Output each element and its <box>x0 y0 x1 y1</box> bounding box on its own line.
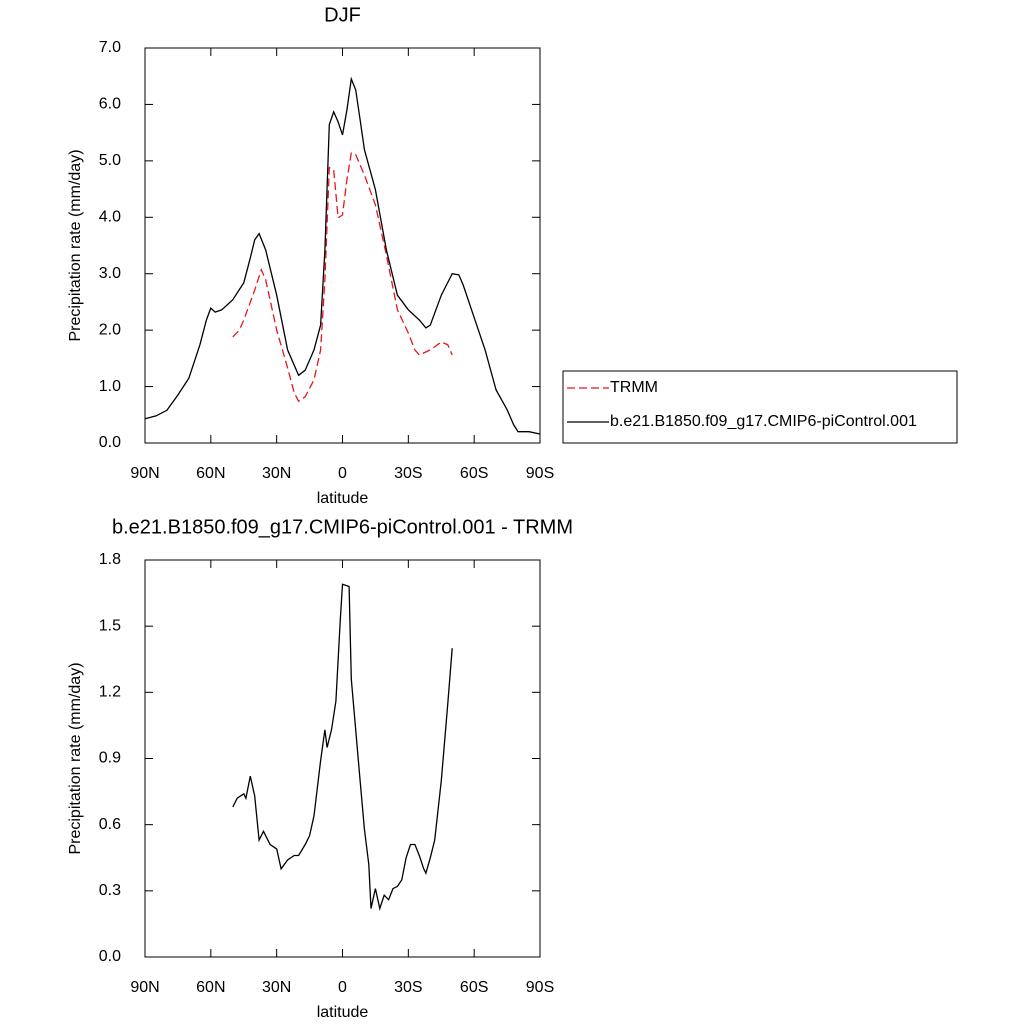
y-axis-label: Precipitation rate (mm/day) <box>67 149 84 341</box>
y-tick-label: 1.0 <box>99 378 121 395</box>
y-tick-label: 5.0 <box>99 152 121 169</box>
series-line <box>232 583 453 911</box>
y-tick-label: 1.2 <box>99 684 121 701</box>
x-tick-label: 30N <box>262 465 291 482</box>
y-tick-label: 6.0 <box>99 96 121 113</box>
x-axis-label: latitude <box>317 1004 369 1021</box>
plot-frame <box>144 47 541 444</box>
x-tick-label: 60N <box>196 979 225 996</box>
x-tick-label: 90N <box>130 465 159 482</box>
chart-title: DJF <box>324 4 361 26</box>
x-tick-label: 90S <box>526 465 554 482</box>
y-tick-label: 4.0 <box>99 209 121 226</box>
y-axis-label: Precipitation rate (mm/day) <box>67 662 84 854</box>
x-tick-label: 60S <box>460 465 488 482</box>
x-tick-label: 30S <box>394 465 422 482</box>
y-tick-label: 0.0 <box>99 434 121 451</box>
chart-title: b.e21.B1850.f09_g17.CMIP6-piControl.001 … <box>112 516 573 538</box>
series-line <box>232 152 453 403</box>
y-tick-label: 1.8 <box>99 551 121 568</box>
y-tick-label: 1.5 <box>99 617 121 634</box>
x-tick-label: 60S <box>460 979 488 996</box>
x-tick-label: 0 <box>338 465 347 482</box>
y-tick-label: 0.9 <box>99 750 121 767</box>
x-tick-label: 30N <box>262 979 291 996</box>
series-line <box>144 76 541 435</box>
y-tick-label: 3.0 <box>99 265 121 282</box>
y-tick-label: 7.0 <box>99 39 121 56</box>
legend-label: TRMM <box>610 379 658 396</box>
legend-box <box>562 370 958 444</box>
y-tick-label: 0.6 <box>99 816 121 833</box>
y-tick-label: 2.0 <box>99 321 121 338</box>
x-tick-label: 90S <box>526 979 554 996</box>
x-tick-label: 60N <box>196 465 225 482</box>
legend-label: b.e21.B1850.f09_g17.CMIP6-piControl.001 <box>610 413 917 430</box>
plot-frame <box>144 559 541 958</box>
x-axis-label: latitude <box>317 490 369 507</box>
x-tick-label: 90N <box>130 979 159 996</box>
y-tick-label: 0.0 <box>99 948 121 965</box>
x-tick-label: 0 <box>338 979 347 996</box>
y-tick-label: 0.3 <box>99 882 121 899</box>
x-tick-label: 30S <box>394 979 422 996</box>
